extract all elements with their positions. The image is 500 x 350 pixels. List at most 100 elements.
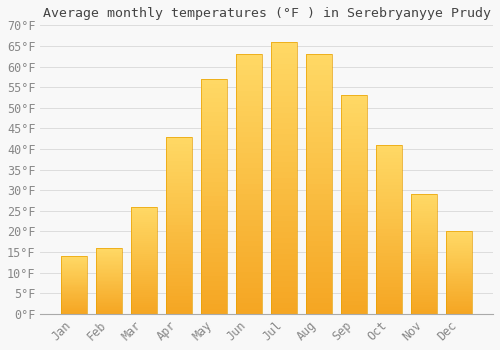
Bar bbox=[236, 54, 262, 60]
Bar bbox=[236, 101, 262, 106]
Bar bbox=[376, 243, 402, 246]
Bar bbox=[61, 299, 87, 300]
Bar bbox=[411, 312, 438, 314]
Bar bbox=[446, 241, 472, 243]
Bar bbox=[446, 248, 472, 250]
Bar bbox=[411, 220, 438, 223]
Bar bbox=[446, 299, 472, 301]
Bar bbox=[166, 158, 192, 161]
Bar bbox=[201, 300, 228, 304]
Bar bbox=[236, 236, 262, 241]
Bar bbox=[341, 161, 367, 165]
Bar bbox=[271, 189, 297, 194]
Bar bbox=[411, 273, 438, 276]
Bar bbox=[236, 303, 262, 309]
Bar bbox=[411, 280, 438, 283]
Bar bbox=[341, 196, 367, 200]
Bar bbox=[131, 226, 157, 228]
Bar bbox=[411, 233, 438, 235]
Bar bbox=[236, 70, 262, 75]
Bar bbox=[446, 278, 472, 279]
Bar bbox=[166, 232, 192, 236]
Bar bbox=[376, 307, 402, 310]
Bar bbox=[376, 175, 402, 178]
Bar bbox=[166, 204, 192, 208]
Bar bbox=[411, 309, 438, 312]
Bar bbox=[446, 294, 472, 296]
Bar bbox=[271, 199, 297, 205]
Bar bbox=[166, 250, 192, 254]
Bar bbox=[96, 252, 122, 253]
Bar bbox=[201, 290, 228, 295]
Bar bbox=[61, 288, 87, 290]
Bar bbox=[271, 140, 297, 145]
Bar bbox=[61, 292, 87, 293]
Bar bbox=[341, 274, 367, 279]
Bar bbox=[61, 309, 87, 310]
Bar bbox=[131, 239, 157, 241]
Bar bbox=[271, 167, 297, 173]
Bar bbox=[96, 253, 122, 254]
Bar bbox=[446, 270, 472, 271]
Bar bbox=[236, 215, 262, 220]
Bar bbox=[201, 182, 228, 187]
Bar bbox=[166, 257, 192, 261]
Bar bbox=[236, 117, 262, 122]
Bar bbox=[341, 95, 367, 314]
Bar bbox=[96, 299, 122, 301]
Bar bbox=[411, 223, 438, 225]
Bar bbox=[131, 213, 157, 215]
Bar bbox=[201, 159, 228, 163]
Bar bbox=[376, 310, 402, 314]
Bar bbox=[376, 209, 402, 212]
Bar bbox=[96, 276, 122, 277]
Bar bbox=[376, 145, 402, 148]
Bar bbox=[96, 249, 122, 251]
Bar bbox=[166, 239, 192, 243]
Bar bbox=[376, 212, 402, 216]
Bar bbox=[131, 260, 157, 262]
Bar bbox=[61, 264, 87, 265]
Bar bbox=[376, 229, 402, 233]
Bar bbox=[131, 303, 157, 305]
Bar bbox=[201, 281, 228, 286]
Bar bbox=[306, 101, 332, 106]
Bar bbox=[376, 223, 402, 226]
Bar bbox=[131, 219, 157, 222]
Bar bbox=[166, 201, 192, 204]
Bar bbox=[446, 264, 472, 266]
Bar bbox=[411, 204, 438, 206]
Bar bbox=[271, 58, 297, 64]
Bar bbox=[306, 231, 332, 236]
Bar bbox=[236, 194, 262, 200]
Bar bbox=[271, 47, 297, 52]
Bar bbox=[96, 254, 122, 256]
Bar bbox=[131, 252, 157, 254]
Bar bbox=[201, 79, 228, 84]
Bar bbox=[446, 286, 472, 287]
Bar bbox=[271, 156, 297, 161]
Bar bbox=[446, 256, 472, 258]
Bar bbox=[96, 301, 122, 302]
Bar bbox=[96, 306, 122, 307]
Bar bbox=[411, 230, 438, 233]
Bar bbox=[446, 307, 472, 309]
Bar bbox=[96, 258, 122, 260]
Bar bbox=[341, 170, 367, 174]
Title: Average monthly temperatures (°F ) in Serebryanyye Prudy: Average monthly temperatures (°F ) in Se… bbox=[42, 7, 490, 20]
Bar bbox=[446, 306, 472, 307]
Bar bbox=[446, 238, 472, 240]
Bar bbox=[166, 140, 192, 144]
Bar bbox=[306, 54, 332, 314]
Bar bbox=[341, 231, 367, 235]
Bar bbox=[271, 69, 297, 75]
Bar bbox=[131, 230, 157, 232]
Bar bbox=[411, 209, 438, 211]
Bar bbox=[376, 186, 402, 189]
Bar bbox=[96, 294, 122, 295]
Bar bbox=[131, 305, 157, 307]
Bar bbox=[131, 286, 157, 288]
Bar bbox=[376, 290, 402, 294]
Bar bbox=[271, 85, 297, 91]
Bar bbox=[341, 104, 367, 108]
